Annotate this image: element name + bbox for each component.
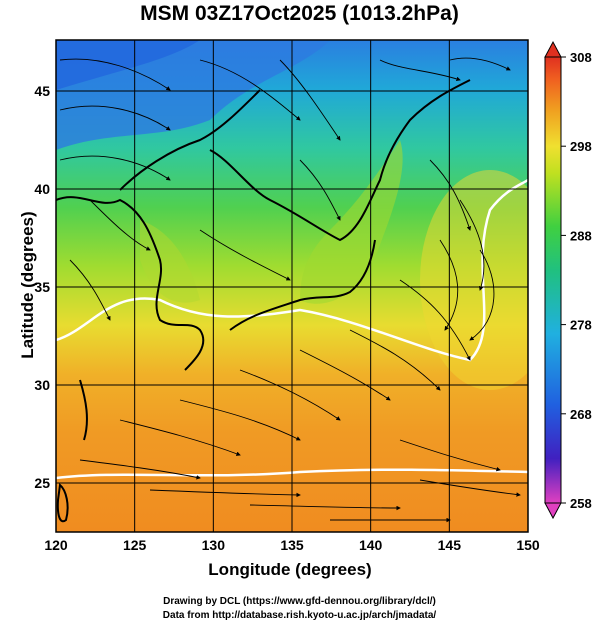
colorbar-tick-label: 278 (570, 318, 592, 333)
x-tick-label: 140 (359, 537, 383, 553)
streamlines (59, 57, 521, 523)
colorbar-tick-label: 308 (570, 50, 592, 65)
y-tick-label: 40 (34, 181, 50, 197)
temperature-field (56, 40, 528, 532)
colorbar-tick-labels: 308 298 288 278 268 258 (561, 50, 592, 511)
y-axis-label: Latitude (degrees) (18, 211, 37, 359)
x-tick-labels: 120 125 130 135 140 145 150 (44, 537, 540, 553)
plot-frame (55, 39, 529, 533)
chart-title: MSM 03Z17Oct2025 (1013.2hPa) (140, 2, 459, 25)
grid-lines (56, 40, 528, 532)
credit-line-1: Drawing by DCL (https://www.gfd-dennou.o… (163, 596, 436, 607)
colorbar-bottom-triangle (544, 502, 562, 520)
colorbar: 308 298 288 278 268 258 (544, 40, 592, 520)
y-tick-label: 35 (34, 279, 50, 295)
x-axis-label: Longitude (degrees) (208, 560, 372, 579)
x-tick-label: 120 (44, 537, 68, 553)
y-tick-label: 30 (34, 377, 50, 393)
colorbar-tick-label: 288 (570, 228, 592, 243)
x-tick-label: 135 (280, 537, 304, 553)
y-tick-label: 25 (34, 475, 50, 491)
colorbar-top-triangle (544, 40, 562, 58)
x-tick-label: 130 (202, 537, 226, 553)
colorbar-tick-label: 298 (570, 139, 592, 154)
colorbar-tick-label: 268 (570, 407, 592, 422)
colorbar-tick-label: 258 (570, 496, 592, 511)
x-tick-label: 150 (516, 537, 540, 553)
y-tick-labels: 25 30 35 40 45 (34, 83, 50, 491)
credit-line-2: Data from http://database.rish.kyoto-u.a… (162, 610, 437, 621)
x-tick-label: 125 (123, 537, 147, 553)
x-tick-label: 145 (438, 537, 462, 553)
y-tick-label: 45 (34, 83, 50, 99)
